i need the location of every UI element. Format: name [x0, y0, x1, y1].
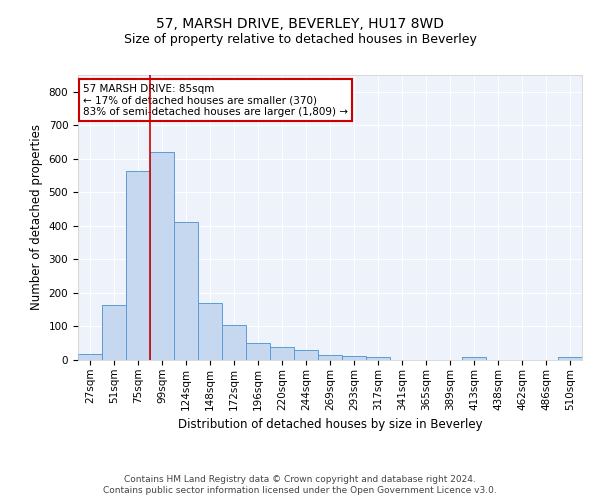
Bar [102, 304, 126, 360]
X-axis label: Distribution of detached houses by size in Beverley: Distribution of detached houses by size … [178, 418, 482, 431]
Text: Size of property relative to detached houses in Beverley: Size of property relative to detached ho… [124, 32, 476, 46]
Bar [126, 170, 150, 360]
Bar [174, 222, 198, 360]
Bar [246, 343, 270, 360]
Text: 57, MARSH DRIVE, BEVERLEY, HU17 8WD: 57, MARSH DRIVE, BEVERLEY, HU17 8WD [156, 18, 444, 32]
Bar [198, 303, 222, 360]
Bar [294, 350, 318, 360]
Y-axis label: Number of detached properties: Number of detached properties [30, 124, 43, 310]
Bar [558, 358, 582, 360]
Text: 57 MARSH DRIVE: 85sqm
← 17% of detached houses are smaller (370)
83% of semi-det: 57 MARSH DRIVE: 85sqm ← 17% of detached … [83, 84, 348, 116]
Bar [462, 358, 486, 360]
Bar [270, 348, 294, 360]
Bar [150, 152, 174, 360]
Text: Contains HM Land Registry data © Crown copyright and database right 2024.: Contains HM Land Registry data © Crown c… [124, 475, 476, 484]
Bar [78, 354, 102, 360]
Text: Contains public sector information licensed under the Open Government Licence v3: Contains public sector information licen… [103, 486, 497, 495]
Bar [342, 356, 366, 360]
Bar [318, 356, 342, 360]
Bar [366, 356, 390, 360]
Bar [222, 326, 246, 360]
